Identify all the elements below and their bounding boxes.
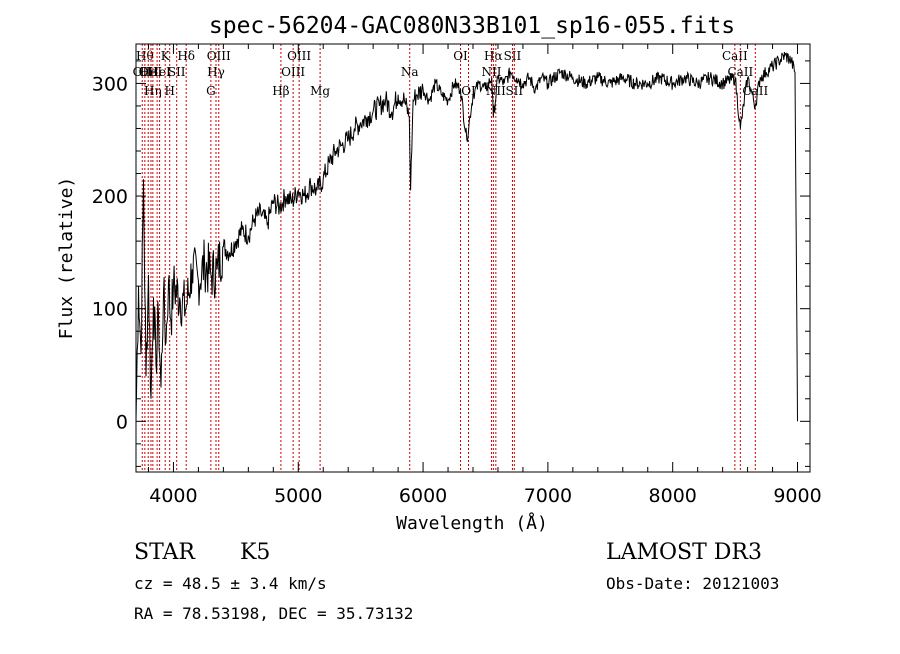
y-tick-label: 100 [92,299,128,321]
x-tick-label: 7000 [524,485,572,507]
x-tick-label: 6000 [399,485,447,507]
line-marker-label: NII [481,65,501,79]
line-marker-label: OI [453,49,468,63]
sky-coordinates: RA = 78.53198, DEC = 35.73132 [134,604,413,623]
y-axis-ticks: 0 100 200 300 [92,60,810,467]
line-marker-label: Hα [484,49,503,63]
survey-name: LAMOST DR3 [606,540,762,565]
line-marker-label: OII [133,65,153,79]
line-marker-label: K [161,49,171,63]
x-axis-ticks: 4000 5000 6000 7000 8000 9000 [147,44,822,507]
line-marker-label: SII [504,49,522,63]
line-marker-label: H [164,84,174,98]
line-marker-label: Hδ [177,49,195,63]
line-marker-label: Hη [144,84,162,98]
plot-frame [135,43,811,473]
line-marker-label: OI [461,84,476,98]
x-tick-label: 4000 [149,485,197,507]
line-marker-label: Na [401,65,419,79]
y-tick-label: 200 [92,186,128,208]
y-axis-label: Flux (relative) [56,177,77,340]
object-subclass: K5 [240,540,270,565]
x-tick-label: 9000 [773,485,821,507]
emission-line-markers: OIIHθOIIHeIHηHeIKHSIIHδGHγOIIIHβOIIIOIII… [133,44,768,472]
line-marker-label: Hθ [136,49,154,63]
y-tick-label: 0 [116,411,128,433]
spectrum-line [135,52,798,422]
redshift-velocity: cz = 48.5 ± 3.4 km/s [134,574,327,593]
x-axis-label: Wavelength (Å) [396,512,548,534]
x-tick-label: 5000 [274,485,322,507]
line-marker-label: OIII [207,49,231,63]
line-marker-label: Hγ [207,65,225,79]
line-marker-label: SII [505,84,523,98]
line-marker-label: Hβ [272,84,289,98]
y-tick-label: 300 [92,73,128,95]
chart-title: spec-56204-GAC080N33B101_sp16-055.fits [209,13,735,39]
line-marker-label: CaII [727,65,753,79]
line-marker-label: Mg [310,84,330,98]
line-marker-label: G [206,84,216,98]
observation-date: Obs-Date: 20121003 [606,574,779,593]
x-tick-label: 8000 [649,485,697,507]
line-marker-label: OIII [287,49,311,63]
line-marker-label: OIII [281,65,305,79]
line-marker-label: CaII [742,84,768,98]
line-marker-label: SII [168,65,186,79]
object-class: STAR [134,540,196,565]
line-marker-label: CaII [722,49,748,63]
